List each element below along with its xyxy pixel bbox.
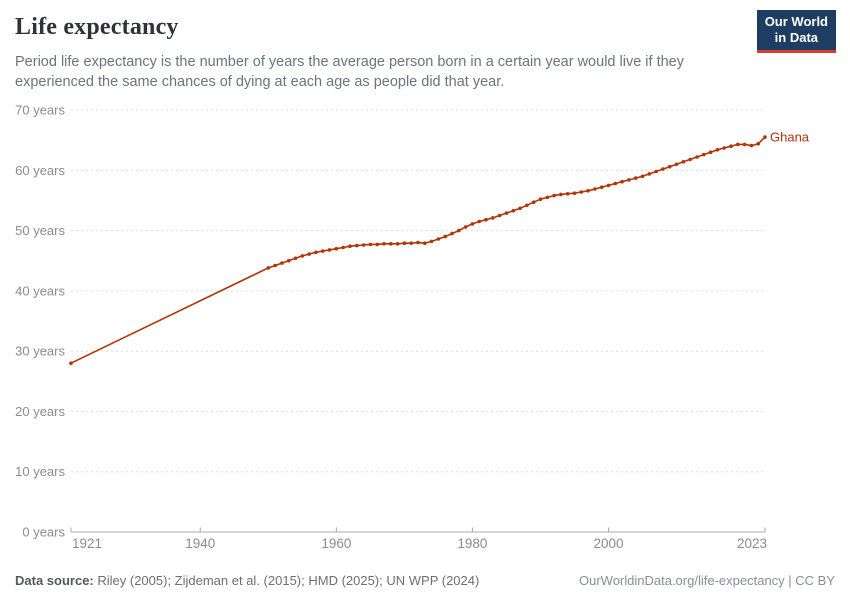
y-tick-label: 40 years [15,283,65,298]
chart-subtitle: Period life expectancy is the number of … [15,54,684,90]
data-source-label: Data source: [15,573,94,588]
y-tick-label: 50 years [15,223,65,238]
data-source: Data source: Riley (2005); Zijdeman et a… [15,573,479,588]
x-tick-label: 1921 [72,536,102,551]
x-tick-label: 1940 [185,536,215,551]
y-tick-label: 10 years [15,464,65,479]
page-title: Life expectancy [15,14,179,40]
y-tick-label: 0 years [22,525,65,540]
gridlines [71,109,765,533]
x-tick-label: 1960 [321,536,351,551]
y-tick-label: 30 years [15,344,65,359]
y-tick-label: 70 years [15,103,65,118]
x-tick-label: 1980 [457,536,487,551]
owid-logo-line2: in Data [774,30,819,45]
license-link[interactable]: OurWorldinData.org/life-expectancy | CC … [578,573,835,588]
data-source-text: Riley (2005); Zijdeman et al. (2015); HM… [93,573,480,588]
y-tick-label: 60 years [15,163,65,178]
owid-logo[interactable]: Our World in Data [756,10,836,53]
owid-logo-line1: Our World [764,14,828,29]
x-axis: 1921 1940 1960 1980 2000 2023 [70,527,767,551]
x-tick-label: 2000 [593,536,623,551]
series-markers [69,135,767,366]
chart-footer: Data source: Riley (2005); Zijdeman et a… [15,573,835,588]
y-tick-label: 20 years [15,404,65,419]
y-axis-labels: 0 years 10 years 20 years 30 years 40 years 5… [15,103,65,540]
series-line-ghana [70,136,766,365]
entity-label: Ghana [770,130,810,145]
x-tick-label: 2023 [737,536,767,551]
